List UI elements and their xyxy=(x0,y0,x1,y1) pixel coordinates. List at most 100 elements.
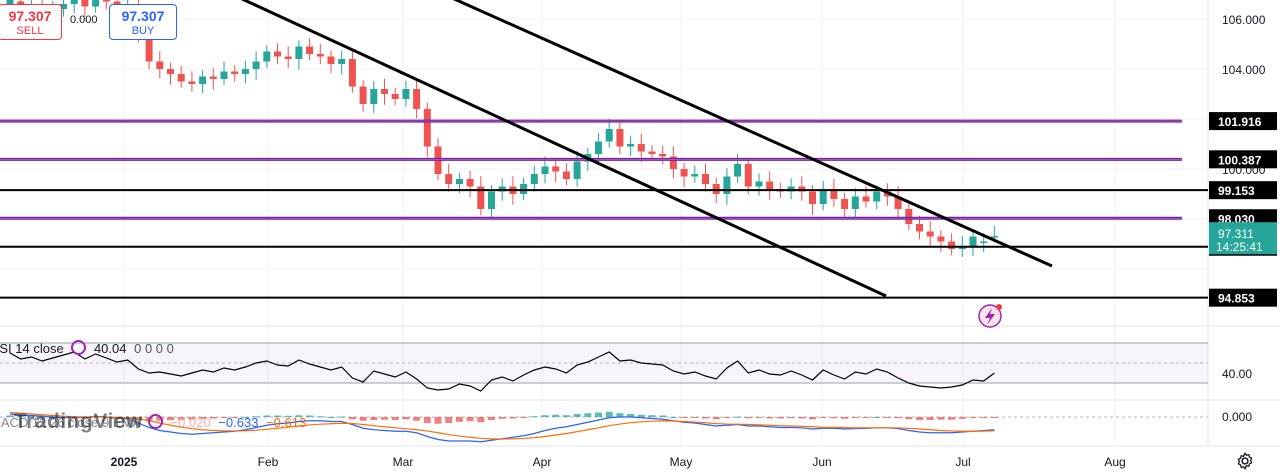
macd-histogram-bar xyxy=(990,417,998,418)
candle-body xyxy=(220,71,228,79)
candle-body xyxy=(894,196,902,209)
level-label: 99.153 xyxy=(1218,184,1255,198)
macd-histogram-bar xyxy=(894,417,902,419)
candle-body xyxy=(937,236,945,242)
candle-body xyxy=(648,151,656,154)
macd-histogram-bar xyxy=(466,417,474,422)
candle-body xyxy=(92,0,100,7)
candle-body xyxy=(905,209,913,224)
macd-legend-v2: −0.633 xyxy=(218,415,259,430)
level-label: 100.387 xyxy=(1218,153,1262,167)
buy-button[interactable]: 97.307 BUY xyxy=(109,4,177,40)
candle-body xyxy=(702,174,709,184)
macd-histogram-bar xyxy=(766,417,774,419)
candle-body xyxy=(284,56,292,59)
candle-body xyxy=(252,61,260,69)
time-axis-label: Feb xyxy=(258,455,279,469)
time-axis-label: Apr xyxy=(533,455,552,469)
time-axis-label: Jul xyxy=(955,455,970,469)
macd-histogram-bar xyxy=(680,417,688,418)
candle-body xyxy=(177,74,185,82)
candle-body xyxy=(455,179,463,184)
macd-histogram-bar xyxy=(6,415,14,417)
buy-label: BUY xyxy=(131,25,155,37)
macd-histogram-bar xyxy=(723,417,731,418)
macd-histogram-bar xyxy=(209,417,217,419)
rsi-settings-circle-icon[interactable] xyxy=(71,340,87,355)
macd-histogram-bar xyxy=(691,417,699,418)
macd-histogram-bar xyxy=(883,417,891,418)
macd-histogram-bar xyxy=(573,414,581,417)
candle-body xyxy=(231,71,239,74)
macd-histogram-bar xyxy=(798,417,806,419)
candle-body xyxy=(659,154,667,157)
candle-body xyxy=(391,94,399,99)
candle-body xyxy=(691,174,699,177)
macd-histogram-bar xyxy=(220,417,228,418)
candle-body xyxy=(680,169,688,177)
candle-body xyxy=(102,0,110,2)
settings-gear-icon[interactable] xyxy=(1234,450,1256,472)
channel-upper-trendline xyxy=(452,0,1053,268)
candle-body xyxy=(819,189,827,204)
candle-body xyxy=(145,36,153,62)
macd-histogram-bar xyxy=(381,417,388,420)
candle-body xyxy=(6,0,14,4)
macd-histogram-bar xyxy=(423,417,431,423)
macd-histogram-bar xyxy=(306,415,314,417)
candle-body xyxy=(199,76,207,84)
candle-body xyxy=(616,129,624,147)
macd-histogram-bar xyxy=(284,415,292,417)
macd-histogram-bar xyxy=(916,417,923,420)
candle-body xyxy=(156,61,164,69)
time-axis-label: Mar xyxy=(393,455,414,469)
candle-body xyxy=(873,191,881,202)
candle-body xyxy=(948,241,956,249)
candle-body xyxy=(637,144,645,152)
candle-body xyxy=(316,54,324,57)
macd-histogram-bar xyxy=(841,417,849,419)
sell-button[interactable]: 97.307 SELL xyxy=(0,4,62,40)
spread-value: 0.000 xyxy=(70,14,98,26)
candle-body xyxy=(744,164,752,187)
candle-body xyxy=(477,186,485,209)
macd-histogram-bar xyxy=(627,414,635,417)
macd-histogram-bar xyxy=(348,417,356,420)
candle-body xyxy=(488,191,495,209)
macd-histogram-bar xyxy=(509,417,517,419)
price-tick-label: 104.000 xyxy=(1222,63,1266,77)
candle-body xyxy=(830,189,838,199)
candle-body xyxy=(348,59,356,87)
macd-histogram-bar xyxy=(584,413,592,417)
candle-body xyxy=(958,246,966,249)
rsi-legend[interactable]: RSI 14 close 40.04 0 0 0 0 xyxy=(0,340,174,356)
macd-histogram-bar xyxy=(541,415,549,417)
macd-histogram-bar xyxy=(702,417,709,419)
candle-body xyxy=(359,86,367,104)
price-tick-label: 100.000 xyxy=(1222,163,1266,177)
candle-body xyxy=(862,196,870,202)
candle-body xyxy=(926,231,934,237)
candle-body xyxy=(413,89,421,109)
time-axis-label: May xyxy=(670,455,693,469)
macd-legend-v1: −0.020 xyxy=(170,415,211,430)
sell-price: 97.307 xyxy=(8,8,52,24)
macd-histogram-bar xyxy=(231,417,239,418)
macd-signal-line xyxy=(9,411,995,440)
level-label-box xyxy=(1209,288,1277,307)
macd-histogram-bar xyxy=(530,416,538,418)
macd-histogram-bar xyxy=(873,417,881,418)
candle-body xyxy=(466,179,474,187)
last-price-box xyxy=(1209,222,1277,255)
candle-body xyxy=(980,241,988,243)
candle-body xyxy=(605,129,613,142)
candle-body xyxy=(423,109,431,147)
macd-histogram-bar xyxy=(477,417,485,423)
channel-lower-trendline xyxy=(240,0,887,298)
macd-histogram-bar xyxy=(252,416,260,418)
macd-legend[interactable]: MACD 12 26 close 9 EMA −0.020 −0.633 −0.… xyxy=(0,414,306,430)
candle-body xyxy=(916,224,923,232)
macd-settings-circle-icon[interactable] xyxy=(147,414,163,429)
macd-histogram-bar xyxy=(776,417,784,419)
